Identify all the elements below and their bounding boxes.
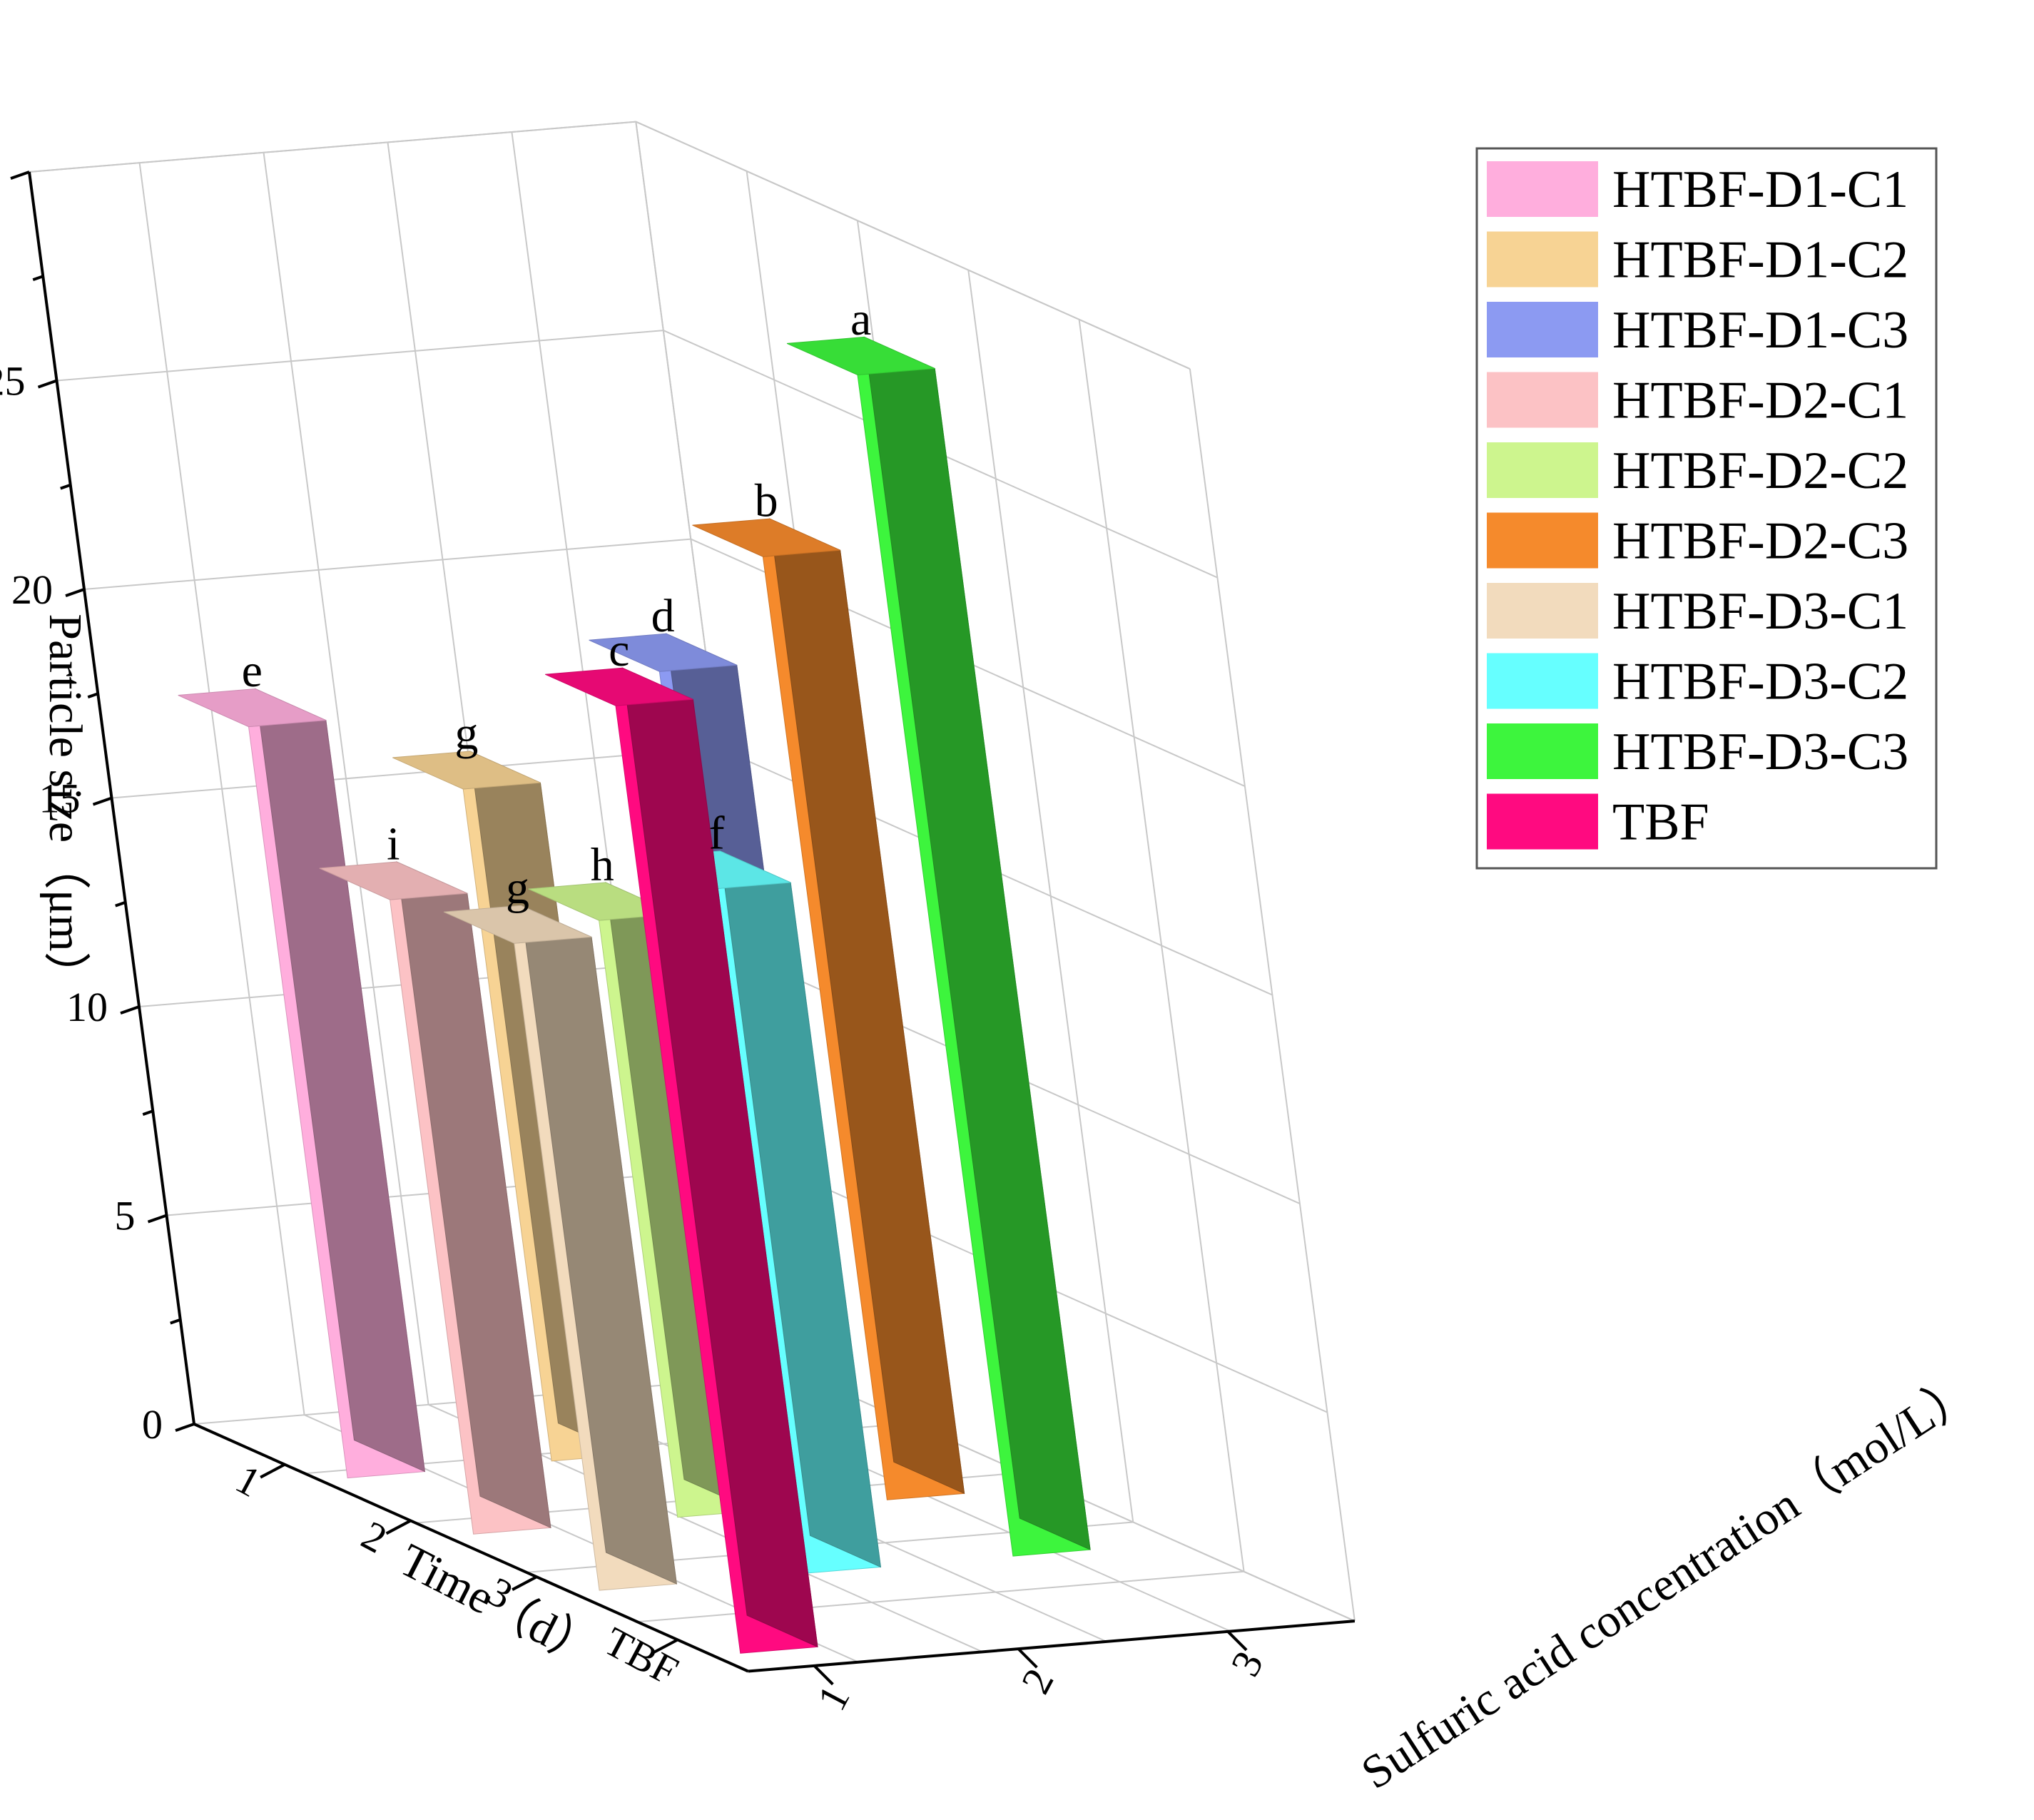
- bar-label: b: [755, 475, 778, 527]
- bars-layer: [178, 336, 1091, 1654]
- axes-layer: [10, 171, 1356, 1686]
- y-tick: [92, 796, 113, 806]
- bar-top-face: [319, 861, 468, 900]
- conc-axis-line: [748, 1620, 1356, 1673]
- y-tick-label: 25: [0, 358, 26, 405]
- time-tick: [385, 1519, 412, 1535]
- legend-label: HTBF-D2-C3: [1612, 512, 1908, 571]
- time-axis-line: [193, 1423, 749, 1673]
- y-tick-label: 10: [66, 984, 108, 1030]
- bar-top-face: [786, 336, 935, 376]
- y-tick-label: 20: [11, 566, 53, 613]
- legend-swatch: [1487, 231, 1598, 288]
- legend-swatch: [1487, 442, 1598, 498]
- legend-label: HTBF-D1-C1: [1612, 161, 1908, 219]
- legend-swatch: [1487, 302, 1598, 357]
- bar-top-face: [392, 751, 541, 790]
- time-tick: [652, 1638, 678, 1654]
- gridline: [263, 152, 429, 1405]
- conc-axis-title: Sulfuric acid concentration（mol/L）: [1353, 1364, 1984, 1799]
- time-tick-label: 2: [355, 1512, 395, 1562]
- y-tick-label: 5: [115, 1193, 136, 1239]
- legend-swatch: [1487, 583, 1598, 639]
- y-tick: [120, 1005, 140, 1015]
- time-tick: [260, 1463, 286, 1479]
- bar-label: g: [454, 707, 478, 759]
- y-tick: [65, 588, 85, 597]
- legend-label: HTBF-D2-C2: [1612, 442, 1908, 500]
- y-tick: [142, 1109, 153, 1117]
- gridline: [83, 538, 691, 590]
- legend-label: HTBF-D2-C1: [1612, 372, 1908, 430]
- time-axis-title: Time（d）: [392, 1534, 607, 1678]
- y-tick: [87, 692, 98, 699]
- legend-swatch: [1487, 512, 1598, 569]
- legend-label: HTBF-D1-C3: [1612, 301, 1908, 360]
- bar-label: e: [242, 645, 263, 697]
- bar-label: d: [651, 590, 675, 642]
- y-tick: [175, 1423, 195, 1432]
- y-tick: [37, 379, 58, 389]
- conc-tick: [1226, 1630, 1248, 1652]
- y-tick: [147, 1214, 168, 1224]
- legend-label: HTBF-D3-C2: [1612, 653, 1908, 711]
- bar-HTBF-D2-C3: [692, 518, 965, 1500]
- legend-swatch: [1487, 372, 1598, 428]
- bar-TBF: [544, 667, 818, 1654]
- y-tick-label: 15: [39, 776, 81, 822]
- bar-label: h: [591, 839, 614, 891]
- bar-label: f: [709, 807, 725, 859]
- y-tick: [115, 900, 126, 908]
- time-tick-label: 1: [228, 1455, 268, 1506]
- y-axis-title: Particle size（μm）: [39, 614, 91, 998]
- gridline: [967, 270, 1134, 1522]
- gridline: [138, 163, 305, 1415]
- legend-label: HTBF-D1-C2: [1612, 231, 1908, 290]
- legend-swatch: [1487, 653, 1598, 709]
- legend-swatch: [1487, 723, 1598, 779]
- bar-label: i: [387, 818, 400, 870]
- y-tick: [32, 275, 44, 282]
- bar-top-face: [443, 905, 592, 944]
- bar-top-face: [589, 633, 737, 672]
- bar-HTBF-D3-C1: [443, 905, 678, 1591]
- gridline: [29, 121, 636, 173]
- conc-tick: [813, 1664, 834, 1686]
- bar-top-face: [178, 688, 327, 728]
- legend-swatch: [1487, 793, 1598, 850]
- bar-HTBF-D1-C1: [178, 688, 426, 1479]
- bar-top-face: [692, 518, 840, 557]
- y-tick: [170, 1318, 181, 1325]
- gridline: [111, 747, 718, 799]
- bar-label: a: [850, 293, 871, 345]
- gridline: [1078, 319, 1245, 1572]
- gridline: [635, 121, 1191, 370]
- y-tick-label: 0: [142, 1401, 163, 1448]
- time-tick-label: TBF: [597, 1618, 686, 1694]
- gridline: [1189, 368, 1356, 1622]
- gridline: [56, 330, 663, 382]
- bar-label: g: [506, 862, 529, 914]
- bar-HTBF-D3-C3: [786, 336, 1091, 1557]
- legend-swatch: [1487, 161, 1598, 217]
- legend: HTBF-D1-C1 HTBF-D1-C2 HTBF-D1-C3 HTBF-D2-C1…: [1475, 147, 1938, 870]
- legend-label: HTBF-D3-C1: [1612, 582, 1908, 641]
- legend-label: TBF: [1612, 793, 1709, 852]
- bar-top-face: [544, 667, 693, 706]
- bar-HTBF-D2-C1: [319, 861, 551, 1535]
- conc-tick: [1017, 1647, 1038, 1669]
- time-tick: [512, 1575, 538, 1591]
- legend-label: HTBF-D3-C3: [1612, 723, 1908, 781]
- bar-label: c: [609, 624, 629, 676]
- y-tick: [10, 171, 30, 180]
- y-tick: [60, 483, 71, 490]
